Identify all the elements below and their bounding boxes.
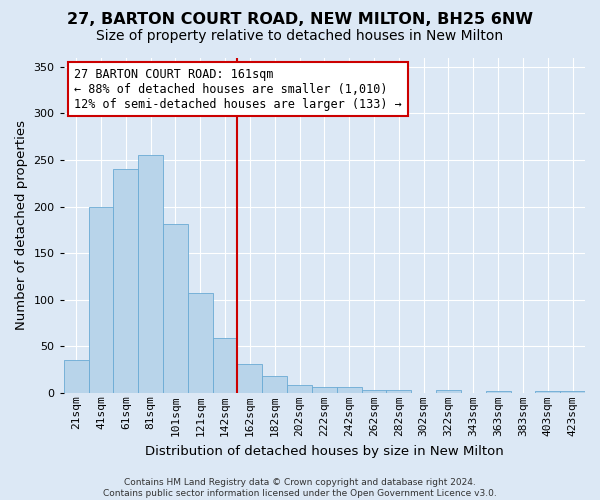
Bar <box>362 390 386 393</box>
Bar <box>262 376 287 393</box>
Text: 27 BARTON COURT ROAD: 161sqm
← 88% of detached houses are smaller (1,010)
12% of: 27 BARTON COURT ROAD: 161sqm ← 88% of de… <box>74 68 402 110</box>
Bar <box>386 390 411 393</box>
Bar <box>138 156 163 393</box>
Bar <box>212 338 238 393</box>
Bar <box>312 388 337 393</box>
X-axis label: Distribution of detached houses by size in New Milton: Distribution of detached houses by size … <box>145 444 504 458</box>
Bar <box>486 391 511 393</box>
Bar <box>287 384 312 393</box>
Bar <box>89 208 113 393</box>
Bar <box>535 391 560 393</box>
Bar <box>238 364 262 393</box>
Bar <box>113 170 138 393</box>
Bar <box>560 391 585 393</box>
Text: 27, BARTON COURT ROAD, NEW MILTON, BH25 6NW: 27, BARTON COURT ROAD, NEW MILTON, BH25 … <box>67 12 533 28</box>
Bar <box>188 293 212 393</box>
Text: Size of property relative to detached houses in New Milton: Size of property relative to detached ho… <box>97 29 503 43</box>
Y-axis label: Number of detached properties: Number of detached properties <box>15 120 28 330</box>
Bar <box>163 224 188 393</box>
Bar <box>436 390 461 393</box>
Text: Contains HM Land Registry data © Crown copyright and database right 2024.
Contai: Contains HM Land Registry data © Crown c… <box>103 478 497 498</box>
Bar <box>64 360 89 393</box>
Bar <box>337 388 362 393</box>
